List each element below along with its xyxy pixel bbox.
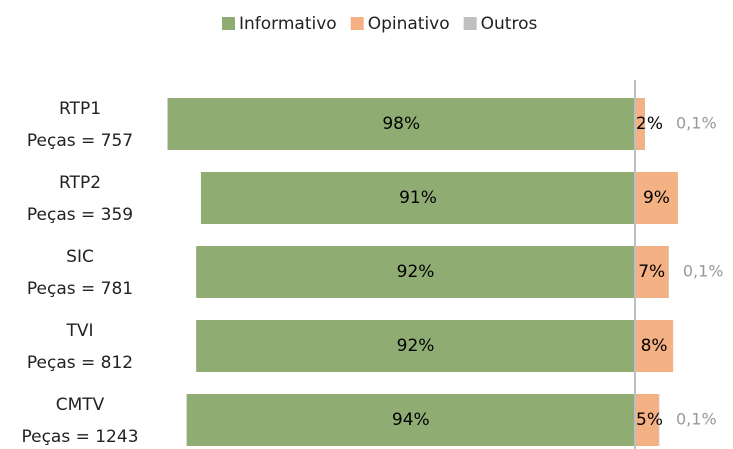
legend-label: Informativo — [239, 14, 337, 34]
legend-swatch — [222, 17, 235, 30]
legend-swatch — [350, 17, 364, 30]
data-label: 0,1% — [683, 262, 724, 281]
data-label: 91% — [399, 188, 437, 208]
bar-opinativo — [635, 394, 659, 446]
category-label: CMTV — [56, 395, 105, 415]
bar-opinativo — [635, 98, 645, 150]
bar-opinativo — [635, 172, 678, 224]
data-label: 0,1% — [676, 114, 717, 133]
data-label: 8% — [641, 336, 668, 356]
category-label: Peças = 781 — [27, 279, 133, 299]
data-label: 0,1% — [676, 410, 717, 429]
bar-informativo — [167, 98, 636, 150]
legend-swatch — [463, 17, 477, 30]
bar-informativo — [196, 320, 635, 372]
legend-label: Opinativo — [368, 14, 450, 34]
bar-informativo — [186, 394, 635, 446]
data-label: 94% — [392, 410, 430, 430]
category-label: RTP2 — [59, 173, 101, 193]
legend-label: Outros — [481, 14, 538, 34]
category-label: RTP1 — [59, 99, 101, 119]
category-label: TVI — [65, 321, 93, 341]
data-label: 98% — [382, 114, 420, 134]
category-label: Peças = 757 — [27, 131, 133, 151]
data-label: 5% — [636, 410, 663, 430]
data-label: 2% — [636, 114, 663, 134]
data-label: 92% — [397, 336, 435, 356]
data-label: 92% — [397, 262, 435, 282]
category-label: Peças = 812 — [27, 353, 133, 373]
category-label: Peças = 359 — [27, 205, 133, 225]
bar-opinativo — [635, 320, 674, 372]
bar-informativo — [196, 246, 635, 298]
data-label: 9% — [643, 188, 670, 208]
bar-opinativo — [635, 246, 669, 298]
category-label: Peças = 1243 — [21, 427, 138, 447]
data-label: 7% — [638, 262, 665, 282]
category-label: SIC — [66, 247, 94, 267]
bar-informativo — [200, 172, 635, 224]
